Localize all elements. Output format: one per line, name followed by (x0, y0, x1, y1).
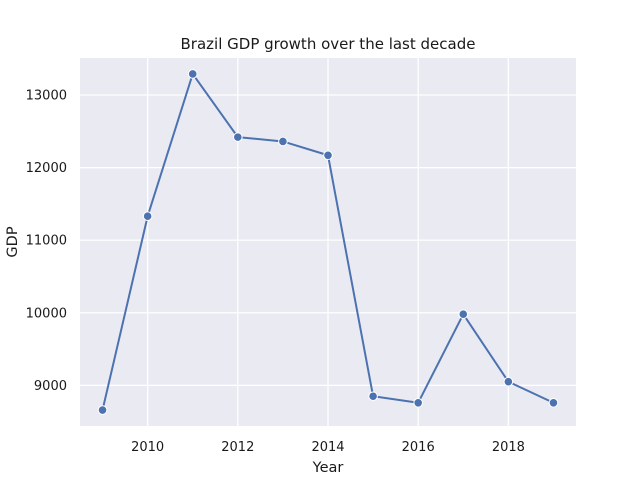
x-tick-label: 2012 (221, 440, 254, 455)
data-point (97, 405, 108, 415)
y-tick-label: 10000 (26, 306, 67, 321)
data-point (503, 376, 514, 387)
data-point (187, 69, 198, 79)
chart-title: Brazil GDP growth over the last decade (181, 35, 476, 53)
data-point (548, 397, 559, 408)
data-point (142, 211, 153, 222)
y-tick-label: 11000 (26, 234, 67, 249)
data-point (458, 309, 469, 320)
y-tick-label: 9000 (34, 379, 67, 394)
data-point (278, 136, 288, 147)
y-axis-label: GDP (5, 226, 21, 257)
data-point (368, 391, 378, 402)
data-point (323, 150, 333, 161)
data-point (413, 397, 423, 408)
x-tick-label: 2016 (402, 440, 435, 455)
y-tick-label: 13000 (26, 89, 67, 104)
tick-labels: 2010 2012 2014 2016 2018 9000 10000 11000 12000 1… (26, 89, 525, 455)
data-point (233, 132, 243, 142)
x-axis-label: Year (312, 460, 344, 476)
y-tick-label: 12000 (26, 161, 67, 176)
series-layer (97, 69, 559, 415)
x-tick-label: 2014 (311, 440, 344, 455)
x-tick-label: 2010 (131, 440, 164, 455)
x-tick-label: 2018 (492, 440, 525, 455)
